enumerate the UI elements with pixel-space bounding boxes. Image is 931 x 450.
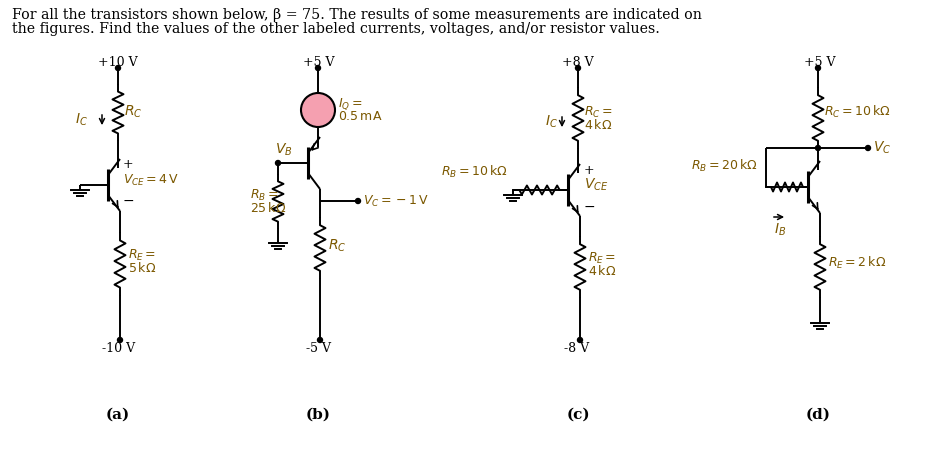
Circle shape bbox=[316, 66, 320, 71]
Circle shape bbox=[575, 66, 581, 71]
Text: −: − bbox=[584, 200, 596, 214]
Text: $R_B=20\,\mathrm{k\Omega}$: $R_B=20\,\mathrm{k\Omega}$ bbox=[691, 158, 758, 174]
Circle shape bbox=[356, 198, 360, 203]
Text: $5\,\mathrm{k\Omega}$: $5\,\mathrm{k\Omega}$ bbox=[128, 261, 156, 275]
Text: $R_C$: $R_C$ bbox=[124, 104, 142, 120]
Text: +8 V: +8 V bbox=[562, 57, 594, 69]
Text: +: + bbox=[123, 158, 134, 171]
Text: −: − bbox=[123, 194, 135, 208]
Text: $R_C=10\,\mathrm{k\Omega}$: $R_C=10\,\mathrm{k\Omega}$ bbox=[824, 104, 891, 120]
Text: $R_C=$: $R_C=$ bbox=[584, 104, 613, 120]
Text: +5 V: +5 V bbox=[804, 57, 835, 69]
Text: (b): (b) bbox=[305, 408, 331, 422]
Text: $25\,\mathrm{k\Omega}$: $25\,\mathrm{k\Omega}$ bbox=[250, 201, 287, 215]
Text: $4\,\mathrm{k\Omega}$: $4\,\mathrm{k\Omega}$ bbox=[588, 264, 616, 278]
Text: $V_B$: $V_B$ bbox=[275, 142, 292, 158]
Circle shape bbox=[577, 338, 583, 342]
Text: $V_{CE}$: $V_{CE}$ bbox=[584, 177, 609, 193]
Circle shape bbox=[816, 66, 820, 71]
Text: -10 V: -10 V bbox=[102, 342, 135, 355]
Text: $R_E=$: $R_E=$ bbox=[588, 251, 616, 266]
Text: $I_C$: $I_C$ bbox=[546, 114, 558, 130]
Text: +: + bbox=[584, 163, 595, 176]
Text: $I_C$: $I_C$ bbox=[75, 112, 88, 128]
Text: $V_{CE}=4\,\mathrm{V}$: $V_{CE}=4\,\mathrm{V}$ bbox=[123, 172, 180, 188]
Text: +5 V: +5 V bbox=[303, 57, 334, 69]
Circle shape bbox=[117, 338, 123, 342]
Text: -8 V: -8 V bbox=[564, 342, 589, 355]
Text: -5 V: -5 V bbox=[306, 342, 331, 355]
Text: +10 V: +10 V bbox=[98, 57, 138, 69]
Text: (c): (c) bbox=[566, 408, 590, 422]
Circle shape bbox=[866, 145, 870, 150]
Circle shape bbox=[816, 145, 820, 150]
Text: $R_B=10\,\mathrm{k\Omega}$: $R_B=10\,\mathrm{k\Omega}$ bbox=[441, 164, 508, 180]
Text: (d): (d) bbox=[805, 408, 830, 422]
Text: (a): (a) bbox=[106, 408, 130, 422]
Circle shape bbox=[276, 161, 280, 166]
Circle shape bbox=[301, 93, 335, 127]
Circle shape bbox=[115, 66, 120, 71]
Text: $R_C$: $R_C$ bbox=[328, 238, 346, 254]
Circle shape bbox=[317, 338, 322, 342]
Text: the figures. Find the values of the other labeled currents, voltages, and/or res: the figures. Find the values of the othe… bbox=[12, 22, 660, 36]
Text: $R_B=$: $R_B=$ bbox=[250, 188, 278, 203]
Text: $R_E=$: $R_E=$ bbox=[128, 248, 156, 262]
Text: $I_B$: $I_B$ bbox=[774, 222, 786, 238]
Text: $0.5\,\mathrm{mA}$: $0.5\,\mathrm{mA}$ bbox=[338, 111, 383, 123]
Text: $V_C$: $V_C$ bbox=[873, 140, 891, 156]
Text: For all the transistors shown below, β = 75. The results of some measurements ar: For all the transistors shown below, β =… bbox=[12, 8, 702, 22]
Text: $R_E=2\,\mathrm{k\Omega}$: $R_E=2\,\mathrm{k\Omega}$ bbox=[828, 255, 886, 271]
Text: $I_Q=$: $I_Q=$ bbox=[338, 96, 362, 112]
Text: $4\,\mathrm{k\Omega}$: $4\,\mathrm{k\Omega}$ bbox=[584, 118, 613, 132]
Text: $V_C=-1\,\mathrm{V}$: $V_C=-1\,\mathrm{V}$ bbox=[363, 194, 429, 208]
